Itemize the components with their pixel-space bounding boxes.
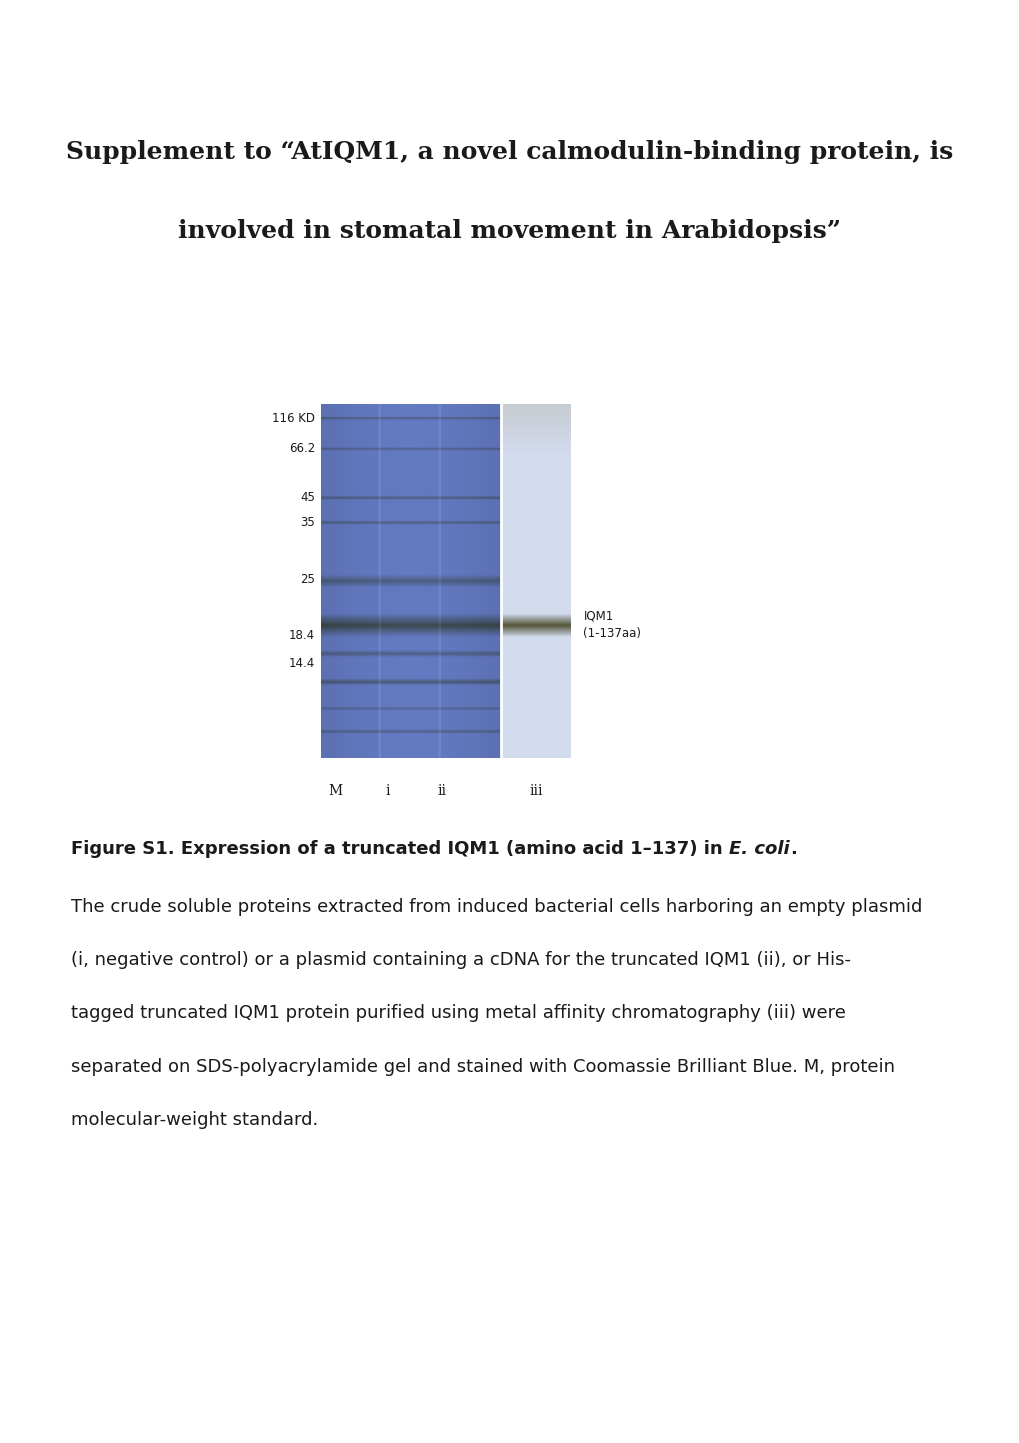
Text: involved in stomatal movement in Arabidopsis”: involved in stomatal movement in Arabido… <box>178 219 841 242</box>
Text: M: M <box>328 784 342 798</box>
Text: 18.4: 18.4 <box>288 629 315 642</box>
Text: ii: ii <box>437 784 446 798</box>
Text: 25: 25 <box>300 573 315 586</box>
Text: iii: iii <box>529 784 542 798</box>
Text: 14.4: 14.4 <box>288 658 315 671</box>
Text: 116 KD: 116 KD <box>272 411 315 424</box>
Text: The crude soluble proteins extracted from induced bacterial cells harboring an e: The crude soluble proteins extracted fro… <box>71 898 922 915</box>
Text: Figure S1. Expression of a truncated IQM1 (amino acid 1–137) in: Figure S1. Expression of a truncated IQM… <box>71 840 729 857</box>
Text: molecular-weight standard.: molecular-weight standard. <box>71 1111 318 1128</box>
Text: IQM1
(1-137aa): IQM1 (1-137aa) <box>583 610 641 641</box>
Text: (i, negative control) or a plasmid containing a cDNA for the truncated IQM1 (ii): (i, negative control) or a plasmid conta… <box>71 951 851 968</box>
Text: 35: 35 <box>301 517 315 530</box>
Text: .: . <box>789 840 796 857</box>
Text: 45: 45 <box>300 491 315 504</box>
Text: E. coli: E. coli <box>729 840 789 857</box>
Text: 66.2: 66.2 <box>288 442 315 455</box>
Text: separated on SDS-polyacrylamide gel and stained with Coomassie Brilliant Blue. M: separated on SDS-polyacrylamide gel and … <box>71 1058 895 1075</box>
Text: i: i <box>385 784 389 798</box>
Text: tagged truncated IQM1 protein purified using metal affinity chromatography (iii): tagged truncated IQM1 protein purified u… <box>71 1004 846 1022</box>
Text: Supplement to “AtIQM1, a novel calmodulin-binding protein, is: Supplement to “AtIQM1, a novel calmoduli… <box>66 140 953 163</box>
